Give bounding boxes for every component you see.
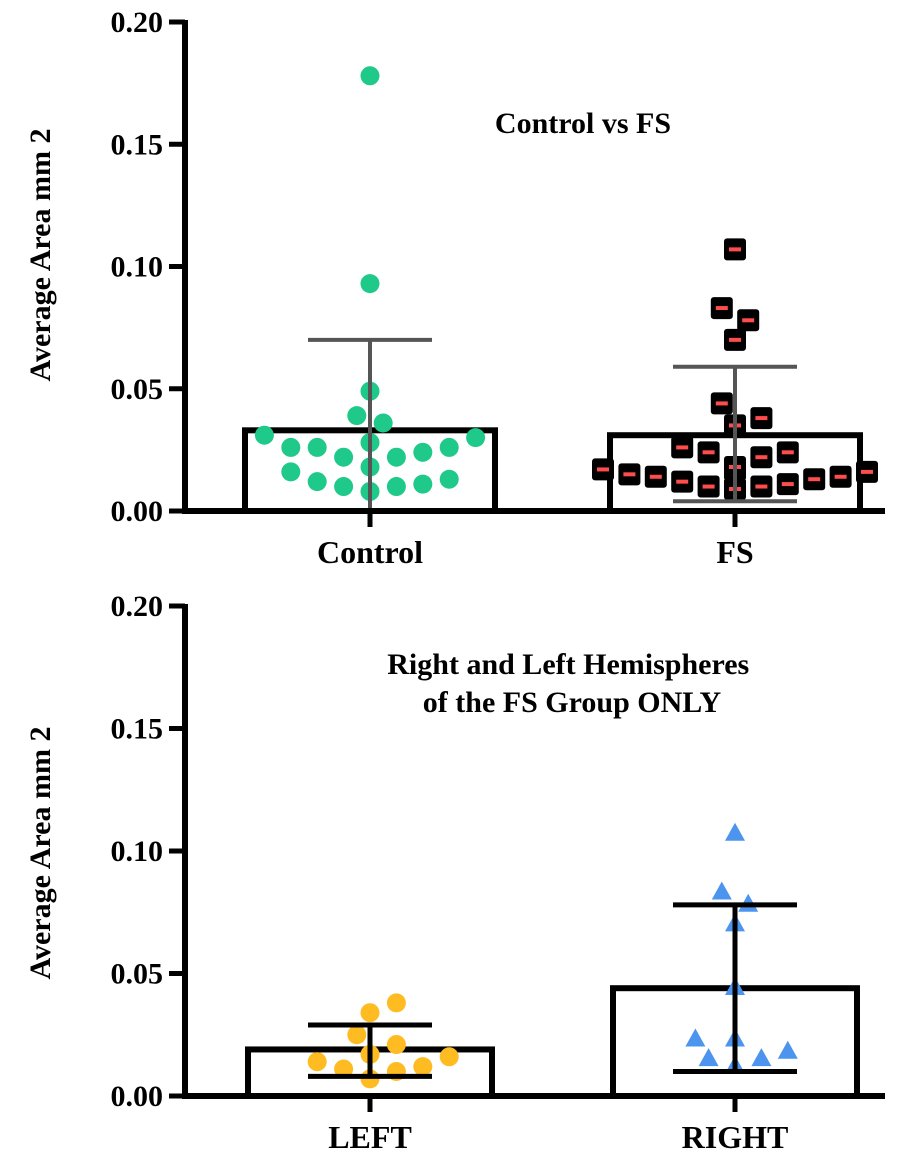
data-point [307,437,327,457]
x-tick-label: LEFT [328,1119,412,1155]
data-point [347,1025,367,1045]
data-point [360,66,380,86]
data-point-accent [597,467,609,472]
data-point-accent [742,318,755,323]
y-tick-label: 0.10 [111,251,164,284]
x-tick-label: Control [317,534,423,570]
chart-hemispheres: Average Area mm 2 Right and Left Hemisph… [24,590,885,1155]
y-tick-label: 0.20 [111,590,164,623]
data-point [386,993,406,1013]
data-point [307,1052,327,1072]
y-tick-label: 0.20 [111,6,164,39]
data-point [307,472,327,492]
y-tick-label: 0.05 [111,373,164,406]
y-tick-label: 0.15 [111,128,164,161]
data-point [466,428,486,448]
data-point [373,413,393,433]
data-point-accent [623,472,636,477]
data-point-accent [715,401,728,406]
y-axis-label: Average Area mm 2 [24,129,57,382]
data-point [254,425,274,445]
data-point [413,1057,433,1077]
chart-title: Control vs FS [495,107,671,140]
data-point-accent [649,474,662,479]
data-point [347,406,367,426]
data-point [334,477,354,497]
data-point [334,1059,354,1079]
x-tick-label: RIGHT [682,1119,789,1155]
data-point-accent [834,474,847,479]
chart-control-vs-fs: Average Area mm 2 Control vs FS 0.00 0.05… [24,6,885,570]
data-point [751,1048,772,1067]
data-point-accent [729,247,741,252]
y-tick-label: 0.00 [111,495,164,528]
data-point [281,437,301,457]
data-point [698,1048,719,1067]
data-point-accent [729,337,741,342]
y-axis-label: Average Area mm 2 [24,727,57,980]
data-point [360,274,380,294]
chart-title: Right and Left Hemispheres of the FS Gro… [387,648,756,719]
data-point-accent [676,445,689,450]
data-point-accent [755,455,768,460]
data-point [281,462,301,482]
y-tick-label: 0.15 [111,713,164,746]
data-point [413,442,433,462]
data-point-accent [755,484,768,489]
data-point [711,881,732,900]
y-tick-label: 0.10 [111,835,164,868]
data-point [360,1003,380,1023]
data-point [386,1035,406,1055]
data-point-accent [755,416,768,421]
data-point-accent [715,306,728,311]
y-tick-label: 0.00 [111,1080,164,1113]
chart-title-line-1: Right and Left Hemispheres [387,648,749,681]
data-point-accent [808,477,821,482]
data-point [386,447,406,467]
data-point-accent [781,450,794,455]
x-tick-label: FS [716,534,753,570]
y-tick-label: 0.05 [111,958,164,991]
data-point [439,1047,459,1067]
data-point-accent [702,450,715,455]
data-point [777,1040,798,1059]
data-point [334,447,354,467]
data-point [439,469,459,489]
data-point [413,474,433,494]
data-point-accent [702,484,715,489]
chart-title-line-2: of the FS Group ONLY [423,686,722,719]
data-point [439,437,459,457]
data-point-accent [676,479,689,484]
data-point [725,822,745,841]
data-point [386,477,406,497]
data-point-accent [861,469,873,474]
data-point [685,1028,706,1047]
data-point-accent [781,482,794,487]
